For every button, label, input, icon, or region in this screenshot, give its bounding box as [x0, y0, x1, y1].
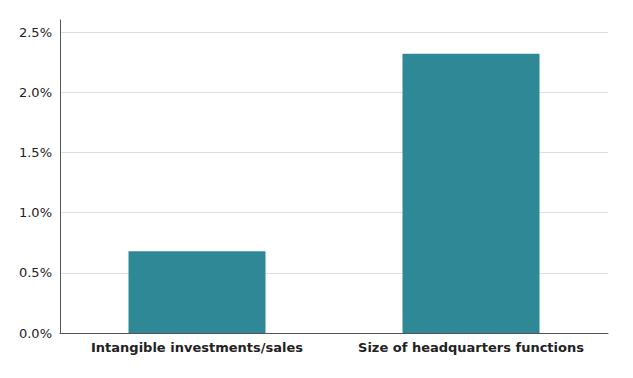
svg-text:2.5%: 2.5%: [19, 25, 52, 40]
svg-text:0.5%: 0.5%: [19, 265, 52, 280]
svg-text:0.0%: 0.0%: [19, 326, 52, 341]
svg-text:1.0%: 1.0%: [19, 205, 52, 220]
svg-text:Size of headquarters functions: Size of headquarters functions: [358, 340, 584, 355]
svg-text:2.0%: 2.0%: [19, 85, 52, 100]
svg-text:Intangible investments/sales: Intangible investments/sales: [91, 340, 303, 355]
svg-text:1.5%: 1.5%: [19, 145, 52, 160]
